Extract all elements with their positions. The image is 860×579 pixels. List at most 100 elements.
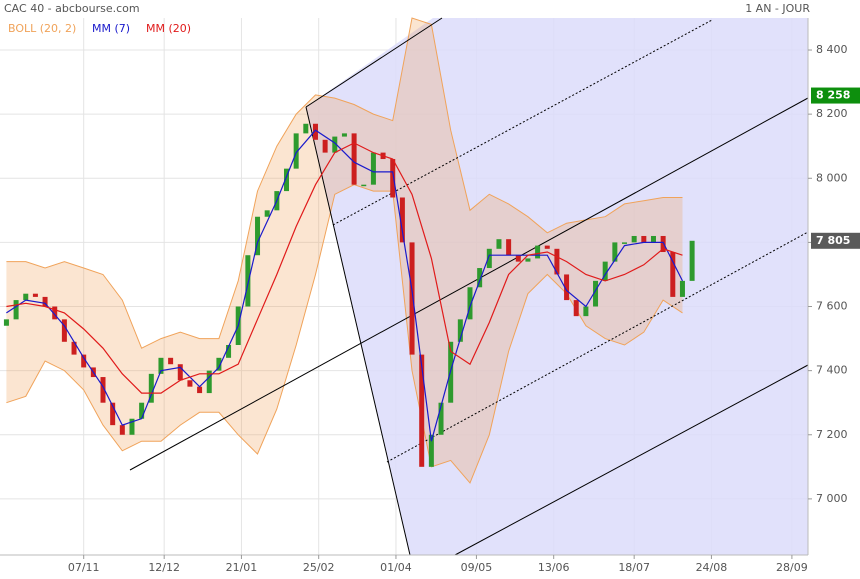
candle — [42, 296, 48, 307]
candle — [81, 354, 87, 368]
candle — [177, 364, 183, 381]
candle — [158, 357, 164, 374]
x-tick-label: 28/09 — [776, 561, 808, 574]
fork-line — [129, 97, 809, 471]
band-lower — [6, 184, 683, 484]
candle — [622, 242, 628, 244]
candle — [506, 239, 512, 256]
legend-entry: BOLL (20, 2) — [8, 22, 76, 35]
candle — [100, 377, 106, 403]
candle — [61, 319, 67, 342]
candle — [13, 300, 19, 320]
candle — [573, 300, 579, 317]
candle — [583, 306, 589, 317]
candle — [216, 357, 222, 371]
y-tick-label: 8 000 — [816, 171, 848, 184]
x-tick-label: 09/05 — [461, 561, 493, 574]
candle — [496, 239, 502, 249]
candle — [525, 258, 531, 262]
chart-title: CAC 40 - abcbourse.com — [4, 2, 140, 15]
candle — [129, 418, 135, 435]
candle — [187, 380, 193, 387]
band-upper — [6, 17, 683, 349]
candle — [148, 373, 154, 403]
candle — [477, 268, 483, 288]
fork-line — [305, 106, 411, 556]
candle — [245, 255, 251, 307]
price-marker — [811, 87, 860, 104]
y-tick-label: 7 400 — [816, 364, 848, 377]
x-tick-label: 21/01 — [226, 561, 258, 574]
candle — [332, 136, 338, 153]
candle — [564, 274, 570, 301]
candle — [3, 319, 9, 326]
candle — [110, 402, 116, 426]
y-tick-label: 8 200 — [816, 107, 848, 120]
candle — [419, 354, 425, 467]
candle — [303, 123, 309, 134]
candle — [197, 386, 203, 394]
x-tick-label: 25/02 — [303, 561, 335, 574]
candle — [226, 344, 232, 358]
candle — [361, 184, 367, 187]
x-tick-label: 01/04 — [380, 561, 412, 574]
candle — [312, 123, 318, 140]
candle — [438, 402, 444, 435]
period: 1 AN - JOUR — [745, 2, 810, 15]
candle — [515, 255, 521, 262]
candle — [23, 293, 29, 301]
candle — [486, 248, 492, 269]
candle — [593, 280, 599, 307]
candle — [341, 133, 347, 137]
candle — [119, 425, 125, 435]
candle — [32, 293, 38, 297]
candle — [650, 235, 656, 243]
candle — [679, 280, 685, 297]
candle — [535, 245, 541, 259]
candle — [293, 133, 299, 169]
price-marker-label: 7 805 — [816, 234, 850, 247]
candle — [399, 197, 405, 243]
x-tick-label: 07/11 — [68, 561, 100, 574]
x-tick-label: 13/06 — [538, 561, 570, 574]
candle — [409, 242, 415, 355]
x-tick-label: 18/07 — [618, 561, 650, 574]
candle — [71, 341, 77, 355]
candle — [139, 402, 145, 419]
y-tick-label: 8 400 — [816, 43, 848, 56]
price-marker — [811, 232, 860, 249]
candle — [370, 152, 376, 185]
fork-line — [454, 364, 809, 556]
candle — [544, 245, 550, 249]
bollinger — [6, 17, 683, 484]
x-tick-label: 12/12 — [148, 561, 180, 574]
candle — [351, 133, 357, 185]
candle — [168, 357, 174, 365]
y-tick-label: 7 200 — [816, 428, 848, 441]
legend-entry: MM (7) — [92, 22, 130, 35]
candle — [390, 159, 396, 198]
y-tick-label: 7 000 — [816, 492, 848, 505]
pitchfork-shade — [306, 18, 808, 555]
candle — [631, 235, 637, 243]
band-fill — [6, 18, 683, 483]
candle — [689, 240, 695, 281]
price-marker-label: 8 258 — [816, 89, 850, 102]
candle — [52, 306, 58, 320]
candle — [641, 235, 647, 243]
candle — [206, 370, 212, 394]
candle — [457, 319, 463, 342]
candle — [670, 252, 676, 297]
y-tick-label: 7 600 — [816, 300, 848, 313]
candle — [612, 242, 618, 262]
candle — [264, 210, 270, 217]
moving-averages — [6, 129, 684, 442]
candle — [428, 434, 434, 467]
candle — [322, 139, 328, 153]
x-tick-label: 24/08 — [696, 561, 728, 574]
candle — [602, 261, 608, 281]
ma-line — [6, 142, 683, 394]
